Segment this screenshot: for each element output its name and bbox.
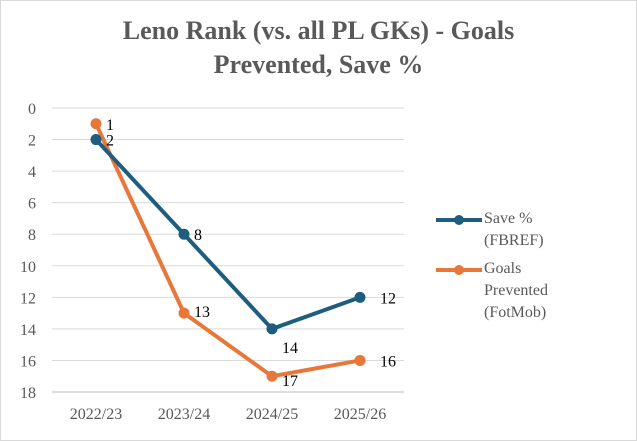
- x-tick-label: 2022/23: [70, 406, 122, 423]
- data-point: [178, 307, 190, 319]
- data-label: 17: [282, 373, 298, 390]
- legend-swatch-goals-prevented: [436, 265, 482, 275]
- y-tick-label: 18: [20, 385, 36, 402]
- legend-swatch-save-pct: [436, 215, 482, 225]
- y-tick-label: 16: [20, 353, 36, 370]
- y-tick-label: 2: [28, 133, 36, 150]
- data-label: 14: [282, 340, 298, 357]
- data-label: 2: [106, 133, 114, 150]
- data-label: 12: [380, 290, 396, 307]
- x-tick-label: 2025/26: [334, 406, 386, 423]
- data-point: [354, 291, 366, 303]
- y-axis-ticks: 0 2 4 6 8 10 12 14 16 18: [20, 101, 36, 402]
- y-tick-label: 4: [28, 164, 36, 181]
- y-tick-label: 10: [20, 259, 36, 276]
- data-point: [354, 354, 366, 366]
- data-point: [178, 228, 190, 240]
- y-tick-label: 12: [20, 290, 36, 307]
- data-point: [266, 323, 278, 335]
- y-tick-label: 6: [28, 196, 36, 213]
- chart-title-line2: Prevented, Save %: [213, 50, 424, 79]
- data-label: 1: [106, 117, 114, 134]
- gridlines: [52, 107, 404, 393]
- legend-label-save-pct: Save % (FBREF): [484, 210, 544, 249]
- data-point: [90, 118, 102, 130]
- chart-title-line1: Leno Rank (vs. all PL GKs) - Goals: [122, 16, 515, 45]
- x-tick-label: 2023/24: [158, 406, 210, 423]
- y-tick-label: 0: [28, 101, 36, 118]
- x-axis-ticks: 2022/23 2023/24 2024/25 2025/26: [70, 406, 386, 423]
- series-line-0: [94, 138, 361, 331]
- data-label: 13: [194, 304, 210, 321]
- legend-label-goals-prevented-source: (FotMob): [484, 304, 547, 321]
- chart-series: 2 8 14 12 1 13 17 16: [90, 117, 396, 390]
- y-tick-label: 8: [28, 227, 36, 244]
- x-tick-label: 2024/25: [246, 406, 298, 423]
- y-tick-label: 14: [20, 322, 36, 339]
- series-line-1: [94, 122, 361, 379]
- data-point: [266, 370, 278, 382]
- data-label: 16: [380, 353, 396, 370]
- legend-label-goals-prevented: Goals Prevented: [484, 260, 548, 299]
- data-label: 8: [194, 227, 202, 244]
- data-point: [90, 134, 102, 146]
- chart-title: Leno Rank (vs. all PL GKs) - Goals Preve…: [0, 14, 637, 82]
